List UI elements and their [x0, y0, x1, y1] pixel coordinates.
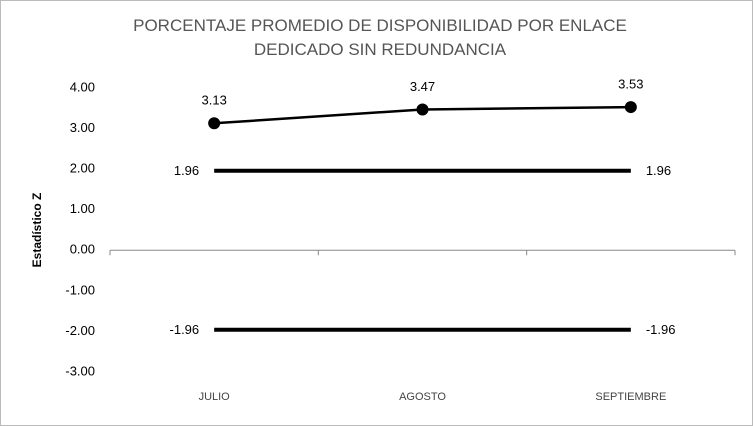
- x-tick-label: AGOSTO: [399, 391, 446, 403]
- y-tick-label: 3.00: [70, 120, 95, 135]
- marker: [208, 117, 221, 130]
- y-tick-label: 1.00: [70, 201, 95, 216]
- chart-title: PORCENTAJE PROMEDIO DE DISPONIBILIDAD PO…: [133, 16, 627, 59]
- x-tick-label: JULIO: [199, 391, 231, 403]
- y-axis-label: Estadístico Z: [30, 193, 44, 268]
- data-label: 3.47: [410, 79, 435, 94]
- data-label: 3.53: [618, 77, 643, 92]
- data-label: -1.96: [170, 322, 200, 337]
- y-tick-label: 0.00: [70, 242, 95, 257]
- marker: [416, 103, 429, 116]
- data-label: 3.13: [202, 93, 227, 108]
- y-tick-label: 4.00: [70, 79, 95, 94]
- marker: [624, 101, 637, 114]
- data-label: 1.96: [174, 163, 199, 178]
- data-label: 1.96: [646, 163, 671, 178]
- y-tick-label: -2.00: [65, 323, 95, 338]
- x-tick-label: SEPTIEMBRE: [595, 391, 666, 403]
- y-tick-label: -1.00: [65, 282, 95, 297]
- y-tick-label: -3.00: [65, 363, 95, 378]
- y-tick-label: 2.00: [70, 161, 95, 176]
- data-label: -1.96: [646, 322, 676, 337]
